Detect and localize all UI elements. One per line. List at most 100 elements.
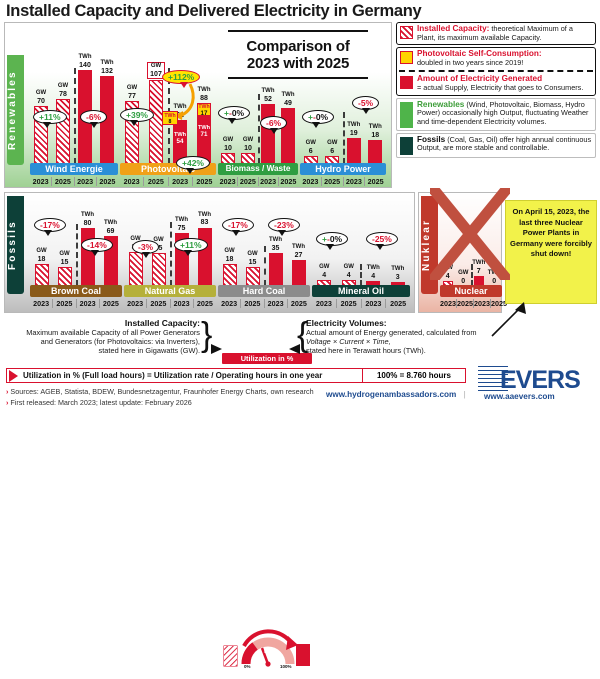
link-separator: | [463, 390, 466, 399]
value-capacity-2023: 18 [225, 255, 234, 263]
year-axis: 2023 2025 2023 2025 [124, 298, 216, 308]
change-generation: -6% [80, 110, 108, 128]
bar-generation-2023: TWh 4 [366, 212, 381, 286]
value-capacity-2023: 70 [37, 97, 45, 105]
year-axis: 2023 2025 2023 2025 [300, 176, 386, 186]
gauge-max-label: 100% [280, 664, 292, 669]
volumes-explanation-line2: Voltage × Current × Time, [306, 337, 391, 346]
volumes-explanation-line3: stated here in Terawatt hours (TWh). [306, 346, 426, 355]
bar-capacity-2025: GW 107 [147, 52, 165, 164]
change-capacity: -3% [132, 240, 160, 258]
value-capacity-2023: 10 [224, 144, 232, 152]
value-capacity-2025: 6 [330, 147, 335, 155]
group-brown-coal: GW 18 GW 15 TWh 80 TWh 69 -17% -14% Brown Co… [30, 196, 122, 308]
legend-body: = actual Supply, Electricity that goes t… [417, 82, 584, 92]
value-generation-2023: 140 [79, 61, 91, 69]
legend-body: (Wind, Photovoltaic, Biomass, Hydro Powe… [417, 99, 589, 126]
value-generation-2025: 49 [284, 99, 292, 107]
link-aaevers[interactable]: www.aaevers.com [484, 392, 555, 401]
group-hydro-power: GW 6 GW 6 TWh 19 TWh 18 +-0% -5% Hydro Power… [300, 30, 386, 186]
bar-generation-2023: TWh 35 [268, 212, 283, 286]
category-label: Natural Gas [124, 285, 216, 297]
group-hard-coal: GW 18 GW 15 TWh 35 TWh 27 -17% -23% Hard Coa… [218, 196, 310, 308]
change-capacity: -17% [34, 218, 66, 236]
nuclear-note: On April 15, 2023, the last three Nuclea… [505, 200, 597, 304]
legend-head: Fossils [417, 134, 446, 144]
bar-capacity-2025: GW 15 [57, 212, 72, 286]
value-generation-2023: 35 [271, 244, 280, 252]
bar-generation-2025: TWh 0 [487, 270, 501, 285]
change-generation: -5% [352, 96, 380, 114]
value-capacity-2023: 6 [308, 147, 313, 155]
utilization-gauge: 0% 50% 100% [222, 629, 312, 678]
group-biomass-waste: GW 10 GW 10 TWh 52 TWh 49 +-0% -6% Biomass /… [218, 30, 298, 186]
comparison-box: Comparison of 2023 with 2025 [222, 30, 374, 79]
left-brace-icon: } [201, 316, 213, 354]
change-generation: +42% [176, 156, 210, 174]
year-axis: 2023 2025 2023 2025 [218, 298, 310, 308]
comparison-line1: Comparison of [246, 38, 350, 55]
arrow-right-icon [211, 344, 222, 354]
legend-body: theoretical Maximum of a Plant, its maxi… [417, 24, 573, 42]
evers-logo: EVERS www.aaevers.com [478, 364, 596, 408]
change-capacity: +-0% [316, 232, 349, 250]
value-generation-2023-grid: TWh 54 [173, 132, 187, 145]
legend-item-fossils: Fossils (Coal, Gas, Oil) offer high annu… [397, 134, 595, 157]
value-capacity-2023: 18 [37, 255, 46, 263]
category-label: Hard Coal [218, 285, 310, 297]
value-generation-2025: 69 [106, 227, 115, 235]
nuclear-shutdown-x-icon [430, 188, 510, 280]
bar-capacity-2025: GW 4 [341, 212, 356, 286]
release-line: › First released: March 2023; latest upd… [6, 397, 192, 407]
formula-text: Utilization in % (Full load hours) = Uti… [23, 371, 323, 380]
value-capacity-2025: 10 [244, 144, 252, 152]
rule-top [228, 30, 368, 32]
year-axis: 2023 2025 2023 2025 [440, 298, 507, 308]
sources-line: › Sources: AGEB, Statista, BDEW, Bundesn… [6, 387, 314, 396]
chevron-right-icon: › [6, 397, 9, 407]
dark-green-swatch-icon [400, 136, 413, 155]
bar-generation-2023: TWh 19 [346, 52, 361, 164]
change-capacity: +-0% [218, 106, 251, 124]
value-generation-2023: 19 [349, 129, 358, 137]
footer-links: www.hydrogenambassadors.com | [326, 390, 471, 399]
change-generation: -23% [268, 218, 300, 236]
value-generation-2023: 75 [177, 224, 186, 232]
value-capacity-2025: 15 [248, 258, 257, 266]
category-label: Mineral Oil [312, 285, 410, 297]
volumes-explanation-head: Electricity Volumes: [306, 318, 387, 328]
page-title: Installed Capacity and Delivered Electri… [6, 2, 422, 20]
bar-capacity-2025: GW 0 [458, 270, 469, 285]
year-axis: 2023 2025 2023 2025 [120, 176, 216, 186]
capacity-explanation-line2: and Generators (for Photovoltaics: via I… [40, 337, 200, 346]
legend-body: (Coal, Gas, Oil) offer high annual conti… [417, 134, 592, 153]
change-self-consumption: +112% [162, 70, 201, 88]
legend-item-renewables: Renewables (Wind, Photovoltaic, Biomass,… [397, 99, 595, 130]
group-mineral-oil: GW 4 GW 4 TWh 4 TWh 3 +-0% -25% Mineral Oil … [312, 196, 410, 308]
category-label: Wind Energie [30, 163, 118, 175]
capacity-explanation: Installed Capacity: Maximum available Ca… [4, 318, 200, 355]
legend-group-fossils: Fossils (Coal, Gas, Oil) offer high annu… [396, 132, 596, 158]
legend-head: Photovoltaic Self-Consumption: [417, 49, 542, 59]
change-generation: -14% [81, 238, 113, 256]
formula-note: 100% = 8.760 hours [361, 369, 465, 382]
value-generation-2025-self: TWh 17 [198, 104, 210, 117]
legend-head: Renewables [417, 99, 465, 109]
rule-bottom [228, 77, 368, 79]
year-axis: 2023 2025 2023 2025 [219, 176, 297, 186]
change-generation: +11% [174, 238, 208, 256]
right-brace-icon: { [297, 316, 309, 354]
year-axis: 2023 2025 2023 2025 [30, 176, 118, 186]
change-capacity: +39% [120, 108, 154, 126]
self-consumption-arrow [174, 83, 195, 120]
volumes-explanation-line1: Actual amount of Energy generated, calcu… [306, 328, 477, 337]
explanation-row: Installed Capacity: Maximum available Ca… [0, 316, 600, 669]
bar-generation-2025: TWh 27 [291, 212, 306, 286]
volumes-explanation: Electricity Volumes: Actual amount of En… [306, 318, 516, 355]
sources-block: › Sources: AGEB, Statista, BDEW, Bundesn… [6, 387, 336, 408]
value-capacity-2025: 15 [60, 258, 69, 266]
gauge-min-label: 0% [244, 664, 251, 669]
value-generation-2023: 7 [476, 267, 481, 275]
legend-group-renewables: Renewables (Wind, Photovoltaic, Biomass,… [396, 97, 596, 131]
link-hydrogenambassadors[interactable]: www.hydrogenambassadors.com [326, 390, 457, 399]
